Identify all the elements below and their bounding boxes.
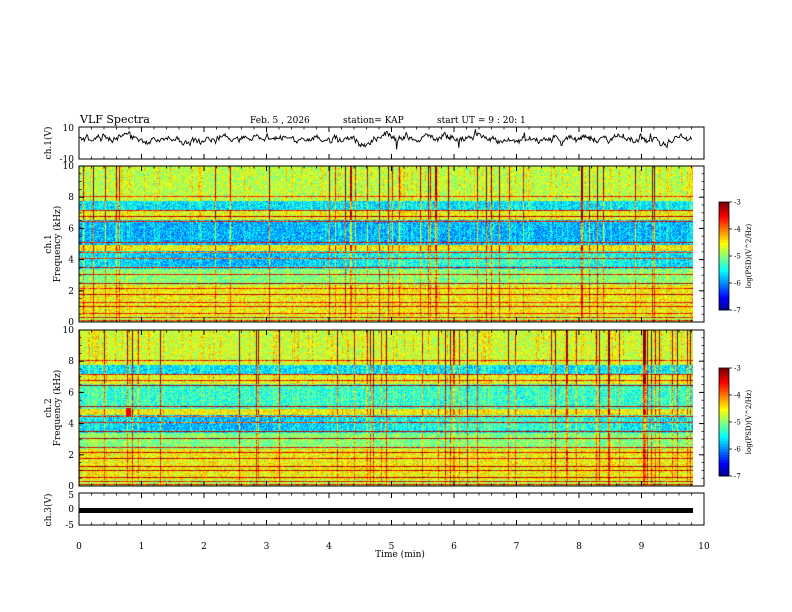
time-axis-label: Time (min) bbox=[375, 549, 425, 560]
ch1-wave-ylabel: ch.1(V) bbox=[43, 127, 54, 160]
colorbar-label: log(PSD)(V^2/Hz) bbox=[745, 389, 753, 454]
ch1-spectrogram-image bbox=[79, 166, 693, 322]
x-tick-label-10: 10 bbox=[698, 542, 710, 552]
colorbar-label: log(PSD)(V^2/Hz) bbox=[745, 223, 753, 288]
y-tick-label-6: 6 bbox=[68, 388, 74, 398]
ch1-colorbar: -3 -4 -5 -6 -7 log(PSD)(V^2/Hz) bbox=[719, 199, 753, 315]
ch2-spectrogram-panel: 0 2 4 6 8 10 ch.2 Frequency (kHz) bbox=[44, 326, 704, 492]
colorbar-tick-label--7: -7 bbox=[734, 307, 741, 315]
vlf-figure: VLF Spectra Feb. 5 , 2026 station= KAP s… bbox=[0, 0, 792, 612]
y-tick-label-4: 4 bbox=[68, 256, 74, 266]
y-tick-label-2: 2 bbox=[68, 287, 74, 297]
ch1-waveform-line bbox=[79, 129, 692, 149]
ch3-ytick-bottom: -5 bbox=[65, 521, 74, 531]
y-tick-label-8: 8 bbox=[68, 193, 74, 203]
ch1-spectrogram-panel: 0 2 4 6 8 10 ch.1 Frequency (kHz) bbox=[44, 162, 704, 328]
x-tick-label-7: 7 bbox=[514, 542, 520, 552]
x-tick-label-1: 1 bbox=[139, 542, 145, 552]
ch2-colorbar: -3 -4 -5 -6 -7 log(PSD)(V^2/Hz) bbox=[719, 365, 753, 481]
x-tick-label-2: 2 bbox=[201, 542, 207, 552]
colorbar-tick-label--5: -5 bbox=[734, 419, 741, 427]
ch2-spec-ylabel-frequency: Frequency (kHz) bbox=[52, 370, 63, 447]
ch1-spec-ylabel-frequency: Frequency (kHz) bbox=[52, 206, 63, 283]
ch1-ytick-top: 10 bbox=[63, 124, 75, 134]
colorbar-tick-label--6: -6 bbox=[734, 446, 741, 454]
y-tick-label-4: 4 bbox=[68, 420, 74, 430]
y-tick-label-10: 10 bbox=[63, 326, 75, 336]
station-label: station= KAP bbox=[343, 116, 404, 126]
colorbar-tick-label--4: -4 bbox=[734, 226, 741, 234]
x-tick-label-4: 4 bbox=[326, 542, 332, 552]
y-tick-label-10: 10 bbox=[63, 162, 75, 172]
x-tick-label-0: 0 bbox=[76, 542, 82, 552]
colorbar-tick-label--6: -6 bbox=[734, 280, 741, 288]
ch3-ytick-mid: 0 bbox=[68, 505, 74, 515]
colorbar-tick-label--5: -5 bbox=[734, 253, 741, 261]
start-time-label: start UT = 9 : 20: 1 bbox=[437, 116, 526, 126]
x-tick-label-3: 3 bbox=[264, 542, 270, 552]
colorbar-tick-label--7: -7 bbox=[734, 473, 741, 481]
ch3-waveform-panel: 5 0 -5 ch.3(V) bbox=[43, 491, 704, 531]
ch2-spectrogram-image bbox=[79, 330, 693, 486]
ch1-waveform-panel: 10 -10 ch.1(V) bbox=[43, 124, 704, 165]
x-tick-label-6: 6 bbox=[451, 542, 457, 552]
colorbar-tick-label--3: -3 bbox=[734, 199, 741, 207]
date-label: Feb. 5 , 2026 bbox=[250, 116, 310, 126]
x-tick-label-9: 9 bbox=[639, 542, 645, 552]
ch3-wave-ylabel: ch.3(V) bbox=[43, 494, 54, 527]
colorbar-tick-label--3: -3 bbox=[734, 365, 741, 373]
colorbar-tick-label--4: -4 bbox=[734, 392, 741, 400]
ch3-ytick-top: 5 bbox=[68, 491, 74, 501]
figure-title: VLF Spectra bbox=[79, 113, 150, 126]
ch3-waveform-line bbox=[79, 508, 693, 513]
x-tick-label-8: 8 bbox=[576, 542, 582, 552]
y-tick-label-2: 2 bbox=[68, 451, 74, 461]
y-tick-label-8: 8 bbox=[68, 357, 74, 367]
y-tick-label-6: 6 bbox=[68, 224, 74, 234]
